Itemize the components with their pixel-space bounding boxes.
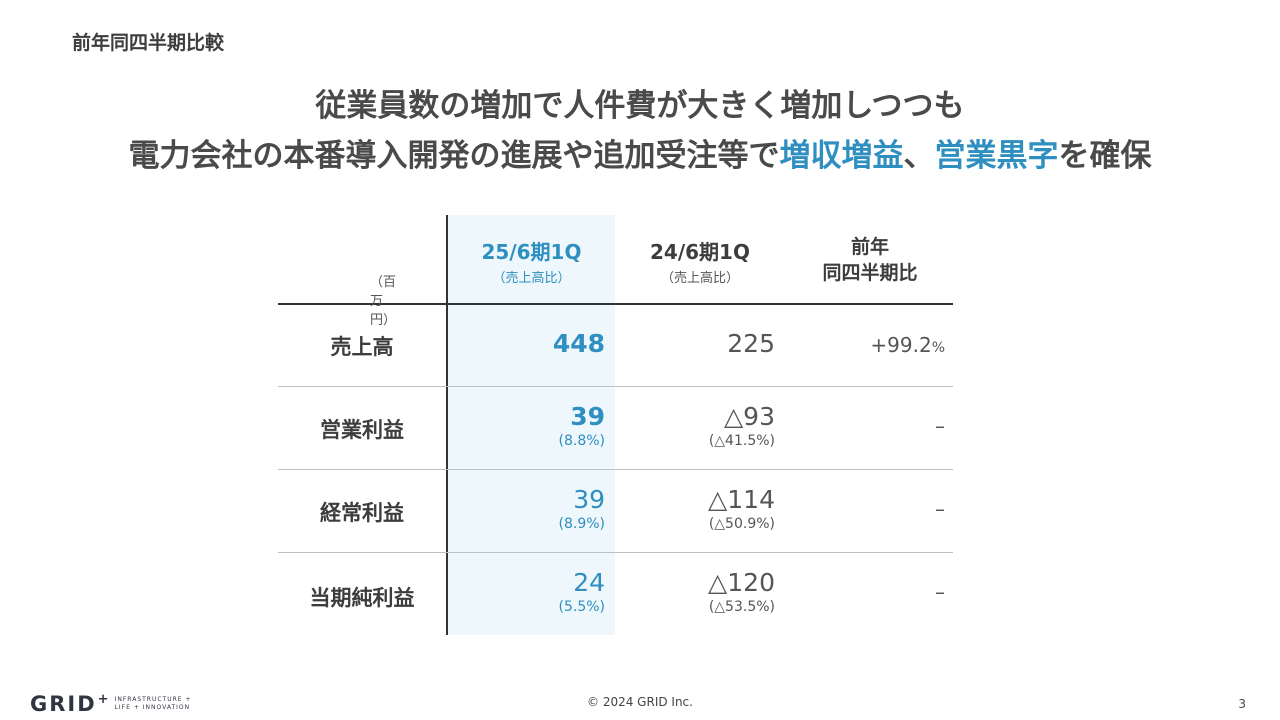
table-vertical-divider bbox=[446, 215, 448, 635]
cell-current-ordinary-profit: 39 (8.9%) bbox=[455, 485, 606, 533]
table-unit-label: （百万円） bbox=[370, 275, 397, 328]
header-previous-period: 24/6期1Q （売上高比） bbox=[615, 236, 785, 286]
row-label-net-profit: 当期純利益 bbox=[309, 586, 415, 610]
company-logo: GRID + INFRASTRUCTURE + LIFE + INNOVATIO… bbox=[30, 691, 192, 717]
yoy-value: +99.2 bbox=[870, 333, 932, 357]
value: 24 bbox=[573, 568, 605, 597]
value: 39 bbox=[570, 402, 605, 431]
cell-yoy-revenue: +99.2% bbox=[800, 333, 945, 357]
row-label-revenue: 売上高 bbox=[330, 335, 394, 359]
ratio: (8.9%) bbox=[558, 516, 606, 532]
cell-yoy-operating-profit: – bbox=[800, 414, 945, 438]
table-row-divider bbox=[278, 469, 953, 470]
headline-accent-operating-profit: 営業黒字 bbox=[934, 138, 1059, 174]
cell-previous-net-profit: △120 (△53.5%) bbox=[620, 568, 775, 616]
yoy-unit: % bbox=[931, 340, 945, 356]
value: 39 bbox=[573, 485, 605, 514]
ratio: (8.8%) bbox=[558, 433, 606, 449]
cell-current-revenue: 448 bbox=[455, 329, 605, 359]
table-header-divider bbox=[278, 303, 953, 305]
ratio: (5.5%) bbox=[558, 599, 606, 615]
logo-plus: + bbox=[97, 691, 109, 707]
ratio: (△50.9%) bbox=[708, 516, 775, 532]
logo-tagline-1: INFRASTRUCTURE + bbox=[114, 696, 192, 703]
logo-tagline: INFRASTRUCTURE + LIFE + INNOVATION bbox=[115, 696, 192, 712]
table-row-divider bbox=[278, 552, 953, 553]
logo-tagline-2: LIFE + INNOVATION bbox=[114, 704, 191, 711]
cell-yoy-ordinary-profit: – bbox=[800, 497, 945, 521]
value: △114 bbox=[708, 485, 775, 514]
headline-line-2: 電力会社の本番導入開発の進展や追加受注等で増収増益、営業黒字を確保 bbox=[0, 130, 1280, 175]
header-current-main: 25/6期1Q bbox=[481, 240, 582, 264]
headline-accent-revenue-profit: 増収増益 bbox=[779, 138, 904, 174]
cell-previous-ordinary-profit: △114 (△50.9%) bbox=[620, 485, 775, 533]
current-column-highlight bbox=[448, 215, 615, 635]
cell-current-operating-profit: 39 (8.8%) bbox=[455, 402, 606, 450]
value: 448 bbox=[552, 329, 605, 358]
headline-prefix: 電力会社の本番導入開発の進展や追加受注等で bbox=[128, 138, 780, 174]
yoy-value: – bbox=[935, 497, 945, 521]
row-label-ordinary-profit: 経常利益 bbox=[320, 501, 404, 525]
cell-current-net-profit: 24 (5.5%) bbox=[455, 568, 606, 616]
header-yoy-line-2: 同四半期比 bbox=[822, 262, 918, 284]
table-row-divider bbox=[278, 386, 953, 387]
header-previous-main: 24/6期1Q bbox=[650, 240, 750, 264]
header-yoy-line-1: 前年 bbox=[850, 236, 889, 258]
headline-separator: 、 bbox=[903, 138, 935, 174]
ratio: (△53.5%) bbox=[708, 599, 775, 615]
header-previous-sub: （売上高比） bbox=[660, 271, 739, 286]
ratio: (△41.5%) bbox=[708, 433, 775, 449]
value: △93 bbox=[723, 402, 775, 431]
cell-yoy-net-profit: – bbox=[800, 580, 945, 604]
row-label-operating-profit: 営業利益 bbox=[320, 418, 404, 442]
header-current-period: 25/6期1Q （売上高比） bbox=[448, 236, 615, 286]
cell-previous-operating-profit: △93 (△41.5%) bbox=[620, 402, 775, 450]
value: 225 bbox=[727, 329, 775, 358]
headline-line-1: 従業員数の増加で人件費が大きく増加しつつも bbox=[315, 88, 965, 124]
headline-suffix: を確保 bbox=[1058, 138, 1152, 174]
logo-wordmark: GRID bbox=[30, 692, 97, 716]
yoy-value: – bbox=[935, 580, 945, 604]
copyright: © 2024 GRID Inc. bbox=[587, 695, 693, 709]
section-title: 前年同四半期比較 bbox=[72, 32, 225, 54]
yoy-value: – bbox=[935, 414, 945, 438]
header-yoy: 前年 同四半期比 bbox=[790, 234, 950, 286]
cell-previous-revenue: 225 bbox=[620, 329, 775, 359]
value: △120 bbox=[708, 568, 775, 597]
page-number: 3 bbox=[1238, 697, 1246, 711]
header-current-sub: （売上高比） bbox=[492, 271, 571, 286]
